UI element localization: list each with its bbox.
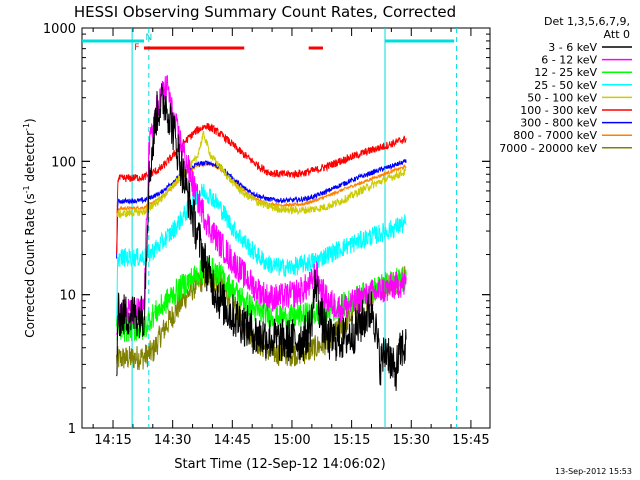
series-line-3 — [116, 183, 407, 325]
series-line-4 — [116, 130, 407, 220]
plot-area: 14:15 14:30 14:45 15:00 15:15 15:30 15:45 1 10 10… — [43, 22, 491, 448]
legend-label-1: 6 - 12 keV — [541, 54, 597, 67]
legend-label-8: 7000 - 20000 keV — [499, 142, 597, 155]
x-axis-label: Start Time (12-Sep-12 14:06:02) — [174, 457, 385, 472]
legend-label-6: 300 - 800 keV — [520, 117, 597, 130]
y-tick-label: 10 — [59, 289, 76, 304]
legend-header-1: Det 1,3,5,6,7,9, — [544, 15, 630, 28]
series-line-0 — [116, 83, 407, 391]
x-tick-label: 14:15 — [94, 433, 131, 448]
x-tick-label: 14:45 — [214, 433, 251, 448]
series-line-6 — [116, 158, 407, 259]
y-tick-label: 1 — [68, 422, 76, 437]
series-line-7 — [116, 160, 407, 214]
x-tick-label: 15:30 — [393, 433, 430, 448]
plot-content — [82, 28, 458, 428]
legend-header-2: Att 0 — [604, 28, 630, 41]
x-tick-label: 15:15 — [333, 433, 370, 448]
timestamp: 13-Sep-2012 15:53 — [555, 467, 632, 476]
y-tick-label: 100 — [51, 155, 76, 170]
y-axis-label: Corrected Count Rate (s-1 detector-1) — [22, 118, 37, 337]
legend-label-3: 25 - 50 keV — [534, 79, 597, 92]
x-tick-label: 15:00 — [273, 433, 310, 448]
legend-label-7: 800 - 7000 keV — [513, 129, 597, 142]
flag-f: F — [134, 43, 139, 53]
legend-label-2: 12 - 25 keV — [534, 66, 597, 79]
y-tick-label: 1000 — [43, 22, 76, 37]
flag-n: N — [145, 33, 152, 43]
legend-label-4: 50 - 100 keV — [527, 91, 597, 104]
chart-title: HESSI Observing Summary Count Rates, Cor… — [74, 3, 456, 21]
legend-label-5: 100 - 300 keV — [520, 104, 597, 117]
legend-label-0: 3 - 6 keV — [548, 41, 597, 54]
series-line-5 — [116, 123, 407, 254]
x-tick-label: 15:45 — [452, 433, 489, 448]
plot-frame — [81, 27, 491, 429]
series-line-1 — [116, 75, 407, 335]
x-tick-label: 14:30 — [154, 433, 191, 448]
